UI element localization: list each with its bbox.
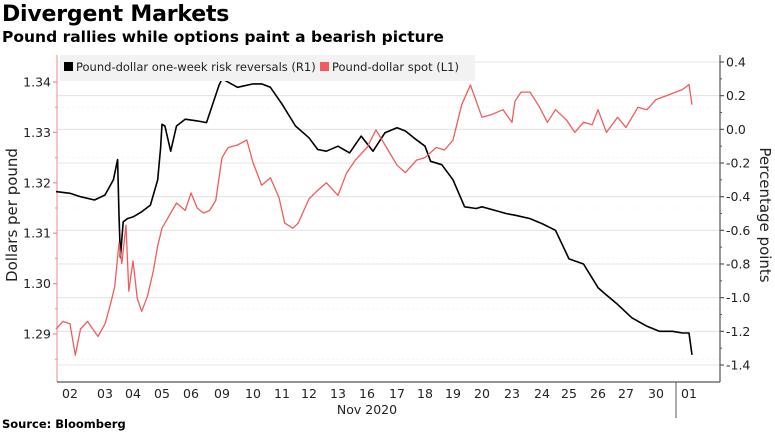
right-axis-tick-label: -0.8: [726, 257, 750, 272]
x-axis-tick-label: 09: [214, 386, 230, 401]
spot-line: [55, 83, 693, 356]
right-axis-tick-label: -0.6: [726, 223, 750, 238]
x-axis-tick-label: 01: [681, 386, 697, 401]
x-axis-tick-label: 18: [417, 386, 433, 401]
x-axis-tick-label: 17: [389, 386, 405, 401]
chart-subtitle: Pound rallies while options paint a bear…: [2, 28, 444, 46]
right-axis-title: Percentage points: [756, 147, 774, 282]
gridlines: [57, 61, 720, 366]
legend-label-spot: Pound-dollar spot (L1): [332, 60, 459, 74]
risk-reversals-line: [55, 78, 693, 356]
x-axis-tick-label: 02: [62, 386, 78, 401]
x-axis-tick-label: 20: [474, 386, 490, 401]
x-axis-tick-label: 12: [301, 386, 317, 401]
x-axis-tick-label: 25: [561, 386, 577, 401]
left-axis-tick-label: 1.30: [23, 276, 51, 291]
right-axis-tick-label: 0.0: [726, 122, 746, 137]
x-axis-tick-label: 13: [330, 386, 346, 401]
axes: 1.34 1.33 1.32 1.31 1.30 1.29 0.4 0.2 0.0 -0.2 -0.…: [23, 55, 750, 418]
right-axis-tick-label: -1.0: [726, 290, 750, 305]
right-axis-tick-label: 0.4: [726, 55, 746, 70]
right-axis-tick-label: 0.2: [726, 88, 746, 103]
x-axis-tick-label: 05: [154, 386, 170, 401]
x-axis-tick-label: 11: [274, 386, 290, 401]
x-axis-tick-label: 30: [648, 386, 664, 401]
left-axis-tick-label: 1.33: [23, 125, 51, 140]
left-axis-tick-label: 1.29: [23, 327, 51, 342]
left-axis-title: Dollars per pound: [3, 148, 21, 282]
x-axis-tick-label: 23: [504, 386, 520, 401]
series-layer: [55, 78, 693, 356]
x-axis-tick-label: 24: [534, 386, 550, 401]
x-axis-tick-label: 10: [245, 386, 261, 401]
x-axis-tick-label: 27: [618, 386, 634, 401]
legend: Pound-dollar one-week risk reversals (R1…: [60, 55, 475, 81]
chart-title: Divergent Markets: [2, 2, 230, 27]
x-axis-tick-label: 03: [97, 386, 113, 401]
right-axis-tick-label: -1.4: [726, 358, 750, 373]
legend-swatch-risk-reversals: [64, 62, 73, 71]
legend-background: [60, 55, 475, 81]
x-axis-tick-label: 16: [359, 386, 375, 401]
x-axis-tick-label: 04: [125, 386, 141, 401]
legend-label-risk-reversals: Pound-dollar one-week risk reversals (R1…: [76, 60, 316, 74]
right-axis-tick-label: -0.2: [726, 156, 750, 171]
left-axis-tick-label: 1.31: [23, 226, 51, 241]
x-axis-tick-label: 19: [445, 386, 461, 401]
x-sublabel: Nov 2020: [337, 402, 397, 417]
legend-swatch-spot: [320, 62, 329, 71]
x-axis-tick-label: 26: [590, 386, 606, 401]
x-axis-tick-label: 06: [183, 386, 199, 401]
left-axis-tick-label: 1.32: [23, 175, 51, 190]
left-axis-tick-label: 1.34: [23, 75, 51, 90]
source-note: Source: Bloomberg: [2, 417, 126, 431]
right-axis-tick-label: -0.4: [726, 189, 750, 204]
right-axis-tick-label: -1.2: [726, 324, 750, 339]
